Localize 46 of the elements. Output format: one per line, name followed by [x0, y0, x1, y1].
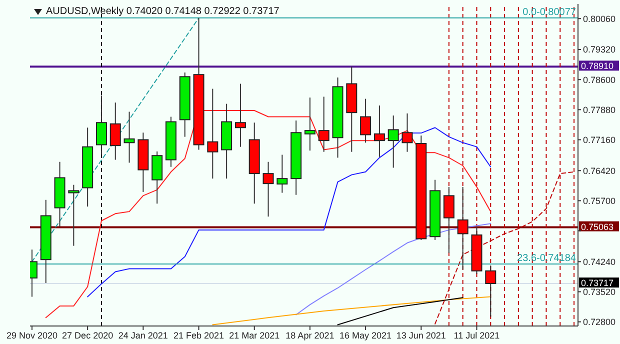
- y-tick-label: 0.72800: [583, 317, 616, 328]
- candlestick: [402, 112, 413, 152]
- line-series: [212, 296, 492, 326]
- ref-line-label: 0.78910: [581, 61, 614, 72]
- y-tick-label: 0.77160: [583, 134, 616, 145]
- candlestick: [374, 104, 385, 158]
- candlestick: [207, 88, 218, 180]
- chart-title: AUDUSD,Weekly 0.74020 0.74148 0.72922 0.73717: [46, 6, 280, 17]
- candlestick: [68, 184, 80, 246]
- ref-line-label: 0.75063: [581, 222, 614, 232]
- x-tick-label: 11 Jul 2021: [454, 330, 500, 340]
- candlestick: [304, 97, 316, 152]
- candlestick: [110, 102, 121, 160]
- candlestick: [262, 161, 274, 218]
- candlestick: [360, 98, 372, 144]
- candlestick: [457, 186, 468, 270]
- candlestick: [96, 94, 107, 156]
- y-tick-label: 0.73520: [583, 286, 616, 297]
- x-tick-label: 21 Feb 2021: [173, 330, 224, 340]
- candlestick: [443, 186, 454, 254]
- y-tick-label: 0.79320: [583, 44, 616, 55]
- series-label: 23.6-0.74184: [517, 253, 576, 264]
- candlestick: [276, 154, 288, 194]
- x-tick-label: 13 Jun 2021: [396, 330, 446, 340]
- line-series: [87, 127, 492, 298]
- line-series: [45, 110, 492, 318]
- y-tick-label: 0.76420: [583, 166, 616, 176]
- x-tick-label: 27 Dec 2020: [62, 330, 114, 340]
- y-tick-label: 0.74240: [583, 256, 616, 267]
- x-tick-label: 21 Mar 2021: [229, 330, 280, 340]
- candlestick: [124, 111, 135, 164]
- series-label: 0.0-0.80077: [522, 6, 576, 18]
- x-tick-label: 16 May 2021: [340, 330, 392, 340]
- candlestick: [234, 83, 246, 148]
- line-series: [337, 297, 464, 326]
- y-tick-label: 0.78600: [583, 74, 616, 85]
- candlestick: [318, 96, 330, 152]
- y-tick-label: 0.77880: [583, 104, 616, 115]
- x-tick-label: 18 Apr 2021: [286, 330, 334, 340]
- candlestick: [485, 265, 496, 318]
- y-tick-label: 0.75700: [583, 196, 616, 206]
- y-tick-label: 0.80060: [583, 14, 616, 24]
- x-tick-label: 29 Nov 2020: [6, 330, 58, 340]
- ref-line-label: 0.73717: [581, 278, 614, 288]
- candlestick: [388, 115, 399, 168]
- x-tick-label: 24 Jan 2021: [118, 330, 168, 340]
